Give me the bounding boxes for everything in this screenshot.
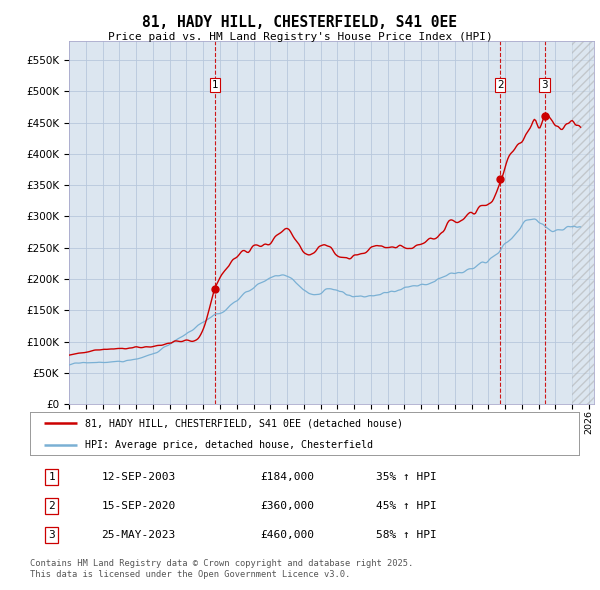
Text: 1: 1 (49, 471, 55, 481)
Text: 2: 2 (49, 501, 55, 511)
Text: 58% ↑ HPI: 58% ↑ HPI (376, 530, 437, 540)
Text: £360,000: £360,000 (260, 501, 314, 511)
Text: 3: 3 (49, 530, 55, 540)
Text: 81, HADY HILL, CHESTERFIELD, S41 0EE (detached house): 81, HADY HILL, CHESTERFIELD, S41 0EE (de… (85, 418, 403, 428)
Text: 25-MAY-2023: 25-MAY-2023 (101, 530, 176, 540)
Text: HPI: Average price, detached house, Chesterfield: HPI: Average price, detached house, Ches… (85, 440, 373, 450)
Text: Price paid vs. HM Land Registry's House Price Index (HPI): Price paid vs. HM Land Registry's House … (107, 32, 493, 42)
Text: 3: 3 (542, 80, 548, 90)
Text: 1: 1 (212, 80, 218, 90)
Text: £184,000: £184,000 (260, 471, 314, 481)
Text: 81, HADY HILL, CHESTERFIELD, S41 0EE: 81, HADY HILL, CHESTERFIELD, S41 0EE (143, 15, 458, 30)
Text: 35% ↑ HPI: 35% ↑ HPI (376, 471, 437, 481)
Bar (572, 41, 594, 404)
Text: Contains HM Land Registry data © Crown copyright and database right 2025.
This d: Contains HM Land Registry data © Crown c… (30, 559, 413, 579)
Text: 12-SEP-2003: 12-SEP-2003 (101, 471, 176, 481)
Text: £460,000: £460,000 (260, 530, 314, 540)
Text: 2: 2 (497, 80, 503, 90)
Text: 45% ↑ HPI: 45% ↑ HPI (376, 501, 437, 511)
Bar (572, 41, 594, 404)
Text: 15-SEP-2020: 15-SEP-2020 (101, 501, 176, 511)
